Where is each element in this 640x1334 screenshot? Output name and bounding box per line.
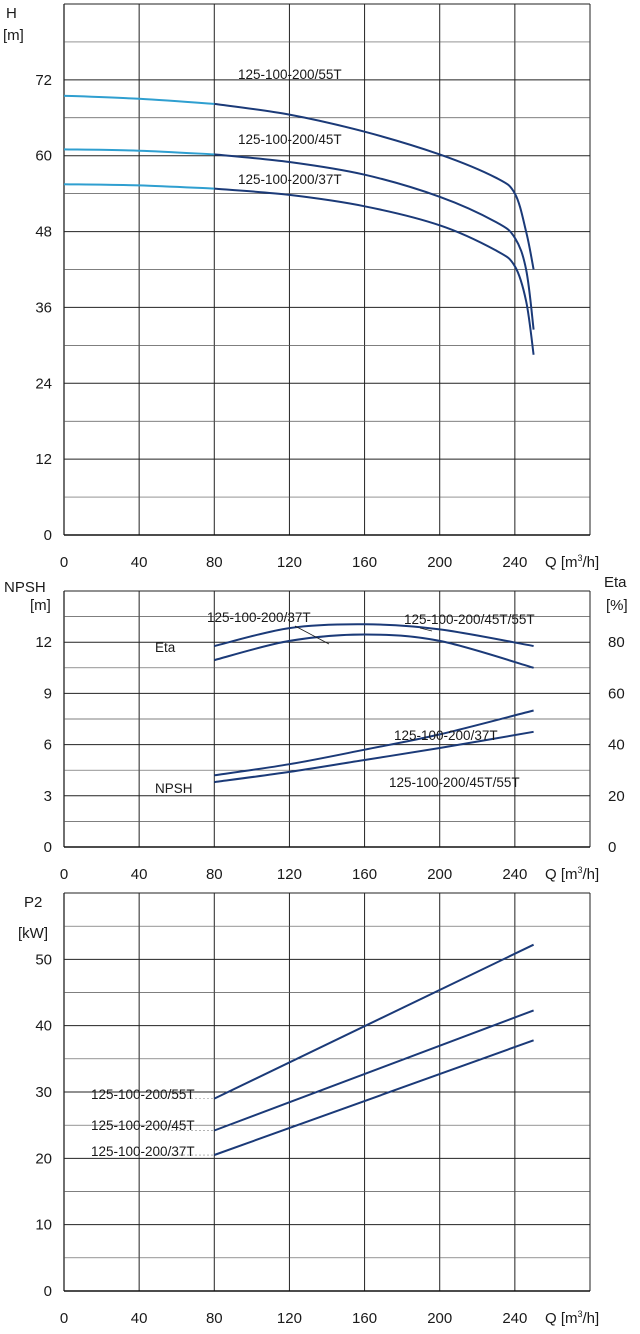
head-chart: H [m] Q [m3/h] 125-100-200/55T 125-100-2…: [3, 3, 599, 571]
eta-y-tick-label: 40: [608, 737, 625, 754]
head-y-tick-label: 48: [35, 224, 52, 241]
npsh-x-tick-label: 40: [131, 866, 148, 883]
power-chart: P2 [kW] Q [m3/h] 125-100-200/55T 125-100…: [18, 892, 599, 1327]
npsh-yunit: [m]: [30, 597, 51, 614]
power-yunit: [kW]: [18, 925, 48, 942]
npsh-eta-chart: NPSH [m] Eta [%] Q [m3/h] Eta NPSH 125-1…: [4, 574, 628, 883]
head-label-45t: 125-100-200/45T: [238, 132, 342, 147]
power-x-tick-label: 80: [206, 1310, 223, 1327]
npsh-grid: [63, 590, 591, 848]
eta-y-tick-label: 80: [608, 634, 625, 651]
head-y-tick-label: 0: [44, 527, 52, 544]
npsh-eta-curves: [214, 623, 534, 784]
eta-ylabel: Eta: [604, 574, 627, 591]
power-label-37t: 125-100-200/37T: [91, 1144, 195, 1159]
head-y-tick-label: 72: [35, 72, 52, 89]
head-y-tick-label: 36: [35, 299, 52, 316]
npsh-x-tick-label: 160: [352, 866, 377, 883]
power-ylabel: P2: [24, 894, 42, 911]
eta-y-tick-label: 20: [608, 788, 625, 805]
head-x-tick-label: 0: [60, 554, 68, 571]
npsh-x-tick-label: 200: [427, 866, 452, 883]
power-y-tick-label: 10: [35, 1217, 52, 1234]
power-y-tick-label: 0: [44, 1283, 52, 1300]
head-curve-low-flow: [63, 148, 215, 156]
head-curve-37t: [214, 187, 535, 355]
eta-y-ticks: 0 20 40 60 80: [608, 634, 625, 856]
power-x-tick-label: 240: [502, 1310, 527, 1327]
head-xlabel: Q [m3/h]: [545, 553, 599, 571]
head-curves: [63, 94, 535, 355]
npsh-xlabel: Q [m3/h]: [545, 865, 599, 883]
eta-y-tick-label: 0: [608, 839, 616, 856]
eta-45t55t-leader: [419, 627, 433, 632]
head-x-tick-label: 160: [352, 554, 377, 571]
power-x-tick-label: 200: [427, 1310, 452, 1327]
eta-label-45t55t: 125-100-200/45T/55T: [404, 612, 535, 627]
head-curve-55t: [214, 102, 535, 270]
power-curve-45t: [213, 1009, 534, 1132]
head-yunit: [m]: [3, 27, 24, 44]
head-label-37t: 125-100-200/37T: [238, 172, 342, 187]
npsh-y-tick-label: 9: [44, 685, 52, 702]
head-y-tick-label: 12: [35, 451, 52, 468]
eta-tag: Eta: [155, 640, 176, 655]
head-x-tick-label: 40: [131, 554, 148, 571]
eta-curve-37t: [214, 633, 534, 669]
power-y-tick-label: 50: [35, 951, 52, 968]
power-curve-55t: [213, 943, 535, 1100]
power-y-tick-label: 40: [35, 1018, 52, 1035]
power-curves: [155, 943, 535, 1156]
npsh-y-ticks: 0 3 6 9 12: [35, 634, 52, 856]
head-x-ticks: 0 40 80 120 160 200 240: [60, 554, 528, 571]
power-y-tick-label: 20: [35, 1150, 52, 1167]
npsh-y-tick-label: 0: [44, 839, 52, 856]
npsh-x-tick-label: 0: [60, 866, 68, 883]
power-y-tick-label: 30: [35, 1084, 52, 1101]
npsh-label-45t55t: 125-100-200/45T/55T: [389, 775, 520, 790]
npsh-y-tick-label: 6: [44, 737, 52, 754]
head-curve-low-flow: [63, 94, 215, 105]
head-x-tick-label: 240: [502, 554, 527, 571]
npsh-ylabel: NPSH: [4, 579, 46, 596]
eta-curve-45t55t: [214, 623, 534, 647]
npsh-curve-45t55t: [214, 730, 534, 784]
npsh-x-tick-label: 80: [206, 866, 223, 883]
npsh-x-tick-label: 240: [502, 866, 527, 883]
power-label-55t: 125-100-200/55T: [91, 1087, 195, 1102]
head-x-tick-label: 200: [427, 554, 452, 571]
npsh-x-tick-label: 120: [277, 866, 302, 883]
eta-37t-leader: [294, 625, 330, 645]
npsh-curve-37t: [214, 709, 534, 777]
head-y-tick-label: 60: [35, 148, 52, 165]
head-y-ticks: 0 12 24 36 48 60 72: [35, 72, 52, 544]
head-ylabel: H: [6, 5, 17, 22]
eta-y-tick-label: 60: [608, 685, 625, 702]
eta-yunit: [%]: [606, 597, 628, 614]
head-x-tick-label: 120: [277, 554, 302, 571]
head-curve-low-flow: [63, 183, 215, 190]
npsh-x-ticks: 0 40 80 120 160 200 240: [60, 866, 528, 883]
npsh-y-tick-label: 12: [35, 634, 52, 651]
head-y-tick-label: 24: [35, 375, 52, 392]
head-x-tick-label: 80: [206, 554, 223, 571]
power-x-tick-label: 40: [131, 1310, 148, 1327]
power-curve-37t: [213, 1039, 534, 1156]
npsh-y-tick-label: 3: [44, 788, 52, 805]
eta-label-37t: 125-100-200/37T: [207, 610, 311, 625]
power-y-ticks: 0 10 20 30 40 50: [35, 951, 52, 1300]
power-xlabel: Q [m3/h]: [545, 1309, 599, 1327]
power-x-tick-label: 160: [352, 1310, 377, 1327]
power-x-tick-label: 0: [60, 1310, 68, 1327]
head-label-55t: 125-100-200/55T: [238, 67, 342, 82]
npsh-tag: NPSH: [155, 781, 193, 796]
head-grid: [63, 3, 591, 536]
power-x-ticks: 0 40 80 120 160 200 240: [60, 1310, 528, 1327]
npsh-label-37t: 125-100-200/37T: [394, 728, 498, 743]
power-x-tick-label: 120: [277, 1310, 302, 1327]
power-label-45t: 125-100-200/45T: [91, 1118, 195, 1133]
head-curve-45t: [214, 153, 535, 330]
